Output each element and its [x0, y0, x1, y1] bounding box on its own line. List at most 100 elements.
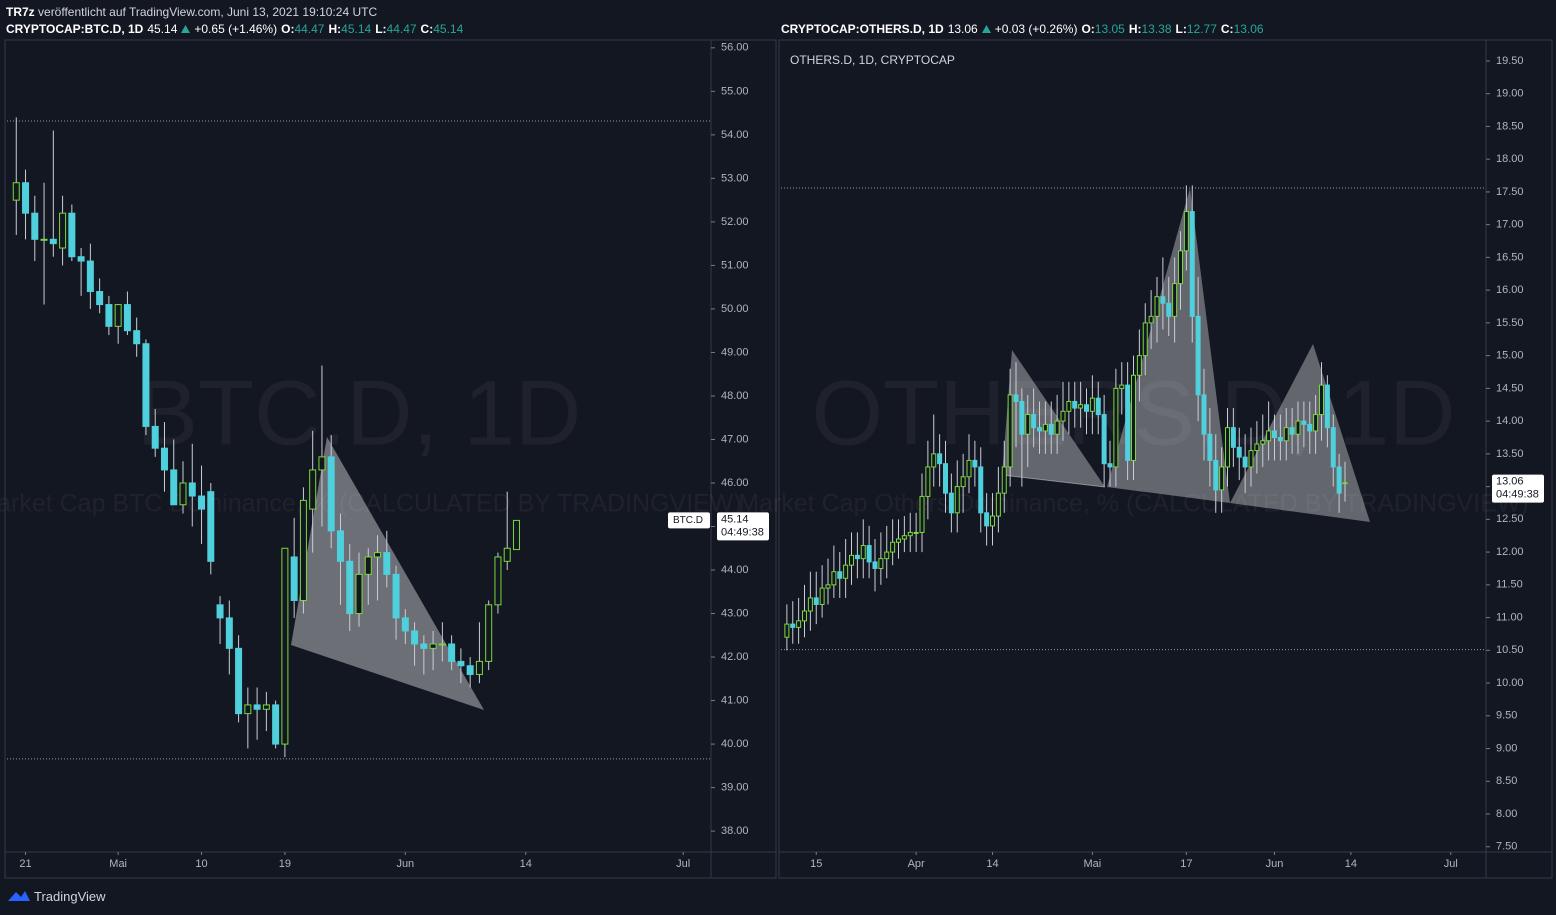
candle-body: [966, 459, 972, 478]
y-tick-label: 8.00: [1496, 808, 1517, 820]
legend-change: +0.03 (+0.26%): [994, 22, 1078, 36]
candle-body: [77, 256, 85, 262]
candle-body: [485, 604, 493, 662]
candle-body: [1136, 355, 1142, 376]
y-tick-label: 11.00: [1496, 611, 1523, 623]
y-tick-label: 50.00: [721, 303, 749, 315]
candle-body: [364, 556, 372, 575]
candle-body: [937, 453, 943, 465]
candle-body: [1037, 427, 1042, 432]
ohlc-value: 13.06: [1233, 22, 1264, 36]
ohlc-value: 13.38: [1141, 22, 1172, 36]
pane-label: OTHERS.D, 1D, CRYPTOCAP: [790, 53, 955, 67]
candle-body: [860, 545, 866, 560]
candle-body: [1013, 394, 1019, 402]
candle-body: [849, 554, 854, 566]
y-tick-label: 9.00: [1496, 742, 1517, 754]
x-tick-label: 19: [279, 858, 291, 870]
candle-body: [1230, 427, 1236, 448]
up-arrow: [981, 22, 991, 36]
candle-body: [1119, 384, 1125, 389]
candle-body: [1001, 466, 1007, 494]
y-tick-label: 47.00: [721, 433, 749, 445]
candle-body: [1219, 466, 1225, 491]
y-tick-label: 10.00: [1496, 677, 1524, 689]
logo: [8, 891, 30, 901]
candle-body: [1330, 427, 1336, 468]
candle-body: [1031, 414, 1037, 429]
legend: CRYPTOCAP:OTHERS.D, 1D 13.06 +0.03 (+0.26%…: [781, 22, 1268, 36]
x-tick-label: Mai: [109, 858, 127, 870]
candle-body: [896, 538, 901, 543]
candle-body: [198, 495, 206, 510]
candle-body: [151, 425, 159, 449]
header-text: veröffentlicht auf TradingView.com, Juni…: [38, 5, 378, 19]
y-tick-label: 38.00: [721, 825, 749, 837]
y-tick-label: 15.50: [1496, 317, 1524, 329]
candle-body: [831, 571, 837, 586]
ohlc-value: 44.47: [294, 22, 325, 36]
ohlc-label: H:: [1128, 22, 1142, 36]
ohlc-label: H:: [328, 22, 342, 36]
y-tick-label: 42.00: [721, 651, 749, 663]
candle-body: [1125, 384, 1131, 461]
candle-body: [225, 617, 233, 649]
ohlc-label: L:: [1175, 22, 1187, 36]
candle-body: [884, 551, 890, 560]
candle-body: [59, 212, 67, 249]
y-tick-label: 10.50: [1496, 644, 1524, 656]
candle-body: [309, 469, 317, 510]
y-tick-label: 39.00: [721, 782, 749, 794]
candle-body: [374, 552, 382, 558]
header: TR7z veröffentlicht auf TradingView.com,…: [6, 5, 377, 19]
candle-body: [327, 456, 335, 532]
x-tick-label: Jun: [1266, 858, 1284, 870]
y-tick-label: 9.50: [1496, 710, 1517, 722]
ohlc-value: 45.14: [433, 22, 464, 36]
candle-body: [1313, 414, 1319, 432]
candle-body: [1295, 420, 1301, 435]
candle-body: [1342, 482, 1348, 485]
candle-body: [813, 597, 819, 605]
legend-symbol: CRYPTOCAP:OTHERS.D, 1D: [781, 22, 944, 36]
ohlc-value: 44.47: [386, 22, 417, 36]
price-tag: BTC.D: [673, 515, 703, 526]
candle-body: [1078, 404, 1084, 409]
y-tick-label: 46.00: [721, 477, 749, 489]
legend-last: 45.14: [147, 22, 178, 36]
candle-body: [392, 573, 400, 619]
candle-body: [1213, 459, 1219, 491]
candle-body: [1089, 397, 1095, 412]
candle-body: [1095, 397, 1101, 416]
candle-body: [872, 561, 878, 569]
candle-body: [429, 643, 437, 649]
ohlc-label: C:: [1220, 22, 1234, 36]
y-tick-label: 44.00: [721, 564, 749, 576]
y-tick-label: 19.50: [1496, 55, 1524, 67]
y-tick-label: 8.50: [1496, 775, 1517, 787]
y-tick-label: 18.50: [1496, 120, 1524, 132]
candle-body: [1113, 387, 1119, 468]
y-tick-label: 17.00: [1496, 219, 1524, 231]
legend-last: 13.06: [947, 22, 978, 36]
candle-body: [133, 330, 141, 345]
candle-body: [494, 556, 502, 606]
candle-body: [22, 182, 30, 214]
candle-body: [1060, 410, 1066, 422]
x-tick-label: 14: [1345, 858, 1357, 870]
x-tick-label: Jul: [676, 858, 690, 870]
author: TR7z: [6, 5, 35, 19]
candle-body: [907, 531, 913, 537]
candle-body: [105, 304, 113, 327]
candle-body: [854, 554, 860, 560]
candle-body: [96, 291, 104, 306]
last-price: 45.14: [721, 513, 749, 525]
candle-body: [244, 704, 252, 715]
y-tick-label: 15.00: [1496, 350, 1524, 362]
candle-body: [954, 486, 960, 514]
candle-body: [123, 304, 131, 332]
y-tick-label: 19.00: [1496, 88, 1524, 100]
y-tick-label: 12.00: [1496, 546, 1524, 558]
candle-body: [1048, 423, 1054, 435]
x-tick-label: 10: [195, 858, 207, 870]
